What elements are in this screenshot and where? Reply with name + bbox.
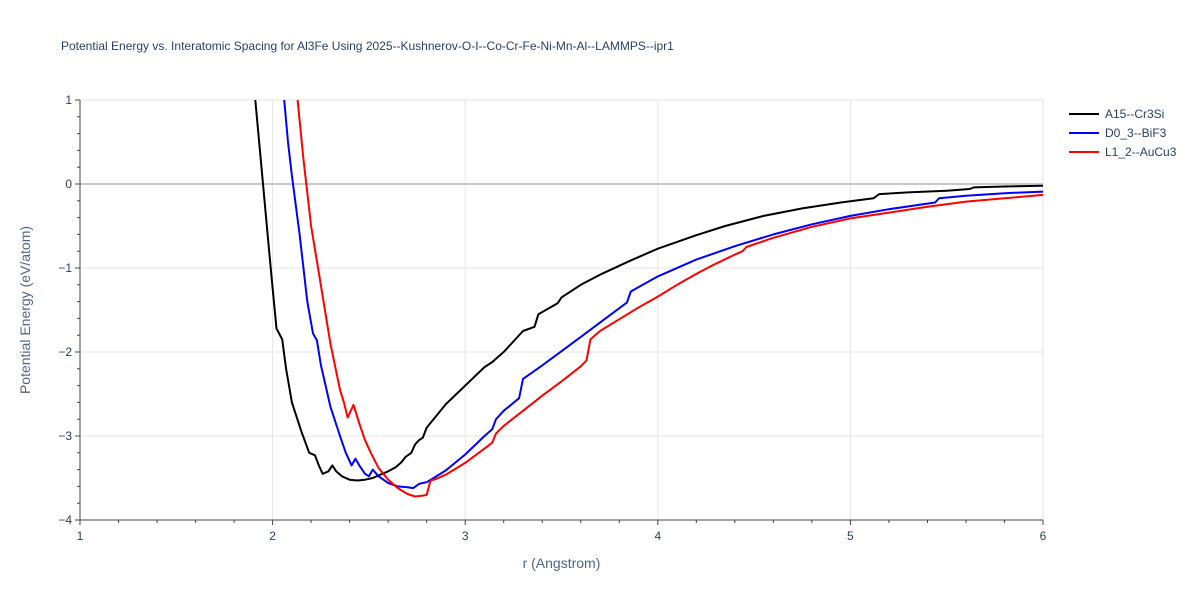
x-tick-label: 4 <box>654 529 661 543</box>
x-tick-label: 6 <box>1040 529 1047 543</box>
grid-lines <box>80 99 1044 520</box>
x-axis-title: r (Angstrom) <box>523 555 601 571</box>
y-tick-label: −4 <box>58 513 72 527</box>
series-lines <box>254 100 1043 498</box>
legend-label: D0_3--BiF3 <box>1105 126 1167 140</box>
y-tick-label: −2 <box>58 345 72 359</box>
axes <box>79 100 1043 521</box>
x-tick-label: 3 <box>462 529 469 543</box>
legend-item[interactable]: L1_2--AuCu3 <box>1069 145 1177 159</box>
y-tick-label: 1 <box>65 93 72 107</box>
series-line-l1-2-aucu3 <box>296 100 1043 498</box>
y-axis-title: Potential Energy (eV/atom) <box>17 226 33 394</box>
legend[interactable]: A15--Cr3Si D0_3--BiF3 L1_2--AuCu3 <box>1069 107 1177 159</box>
chart-title: Potential Energy vs. Interatomic Spacing… <box>61 39 674 53</box>
series-line-a15-cr3si <box>254 100 1043 482</box>
y-axis-ticks: 1 0 −1 −2 −3 −4 <box>58 93 80 527</box>
legend-item[interactable]: D0_3--BiF3 <box>1069 126 1167 140</box>
x-axis-ticks: 1 2 3 4 5 6 <box>77 520 1047 543</box>
y-tick-label: 0 <box>65 177 72 191</box>
y-tick-label: −3 <box>58 429 72 443</box>
x-tick-label: 1 <box>77 529 84 543</box>
y-tick-label: −1 <box>58 261 72 275</box>
legend-item[interactable]: A15--Cr3Si <box>1069 107 1164 121</box>
legend-label: L1_2--AuCu3 <box>1105 145 1177 159</box>
x-tick-label: 5 <box>847 529 854 543</box>
x-tick-label: 2 <box>269 529 276 543</box>
series-line-d0-3-bif3 <box>283 100 1043 490</box>
legend-label: A15--Cr3Si <box>1105 107 1164 121</box>
